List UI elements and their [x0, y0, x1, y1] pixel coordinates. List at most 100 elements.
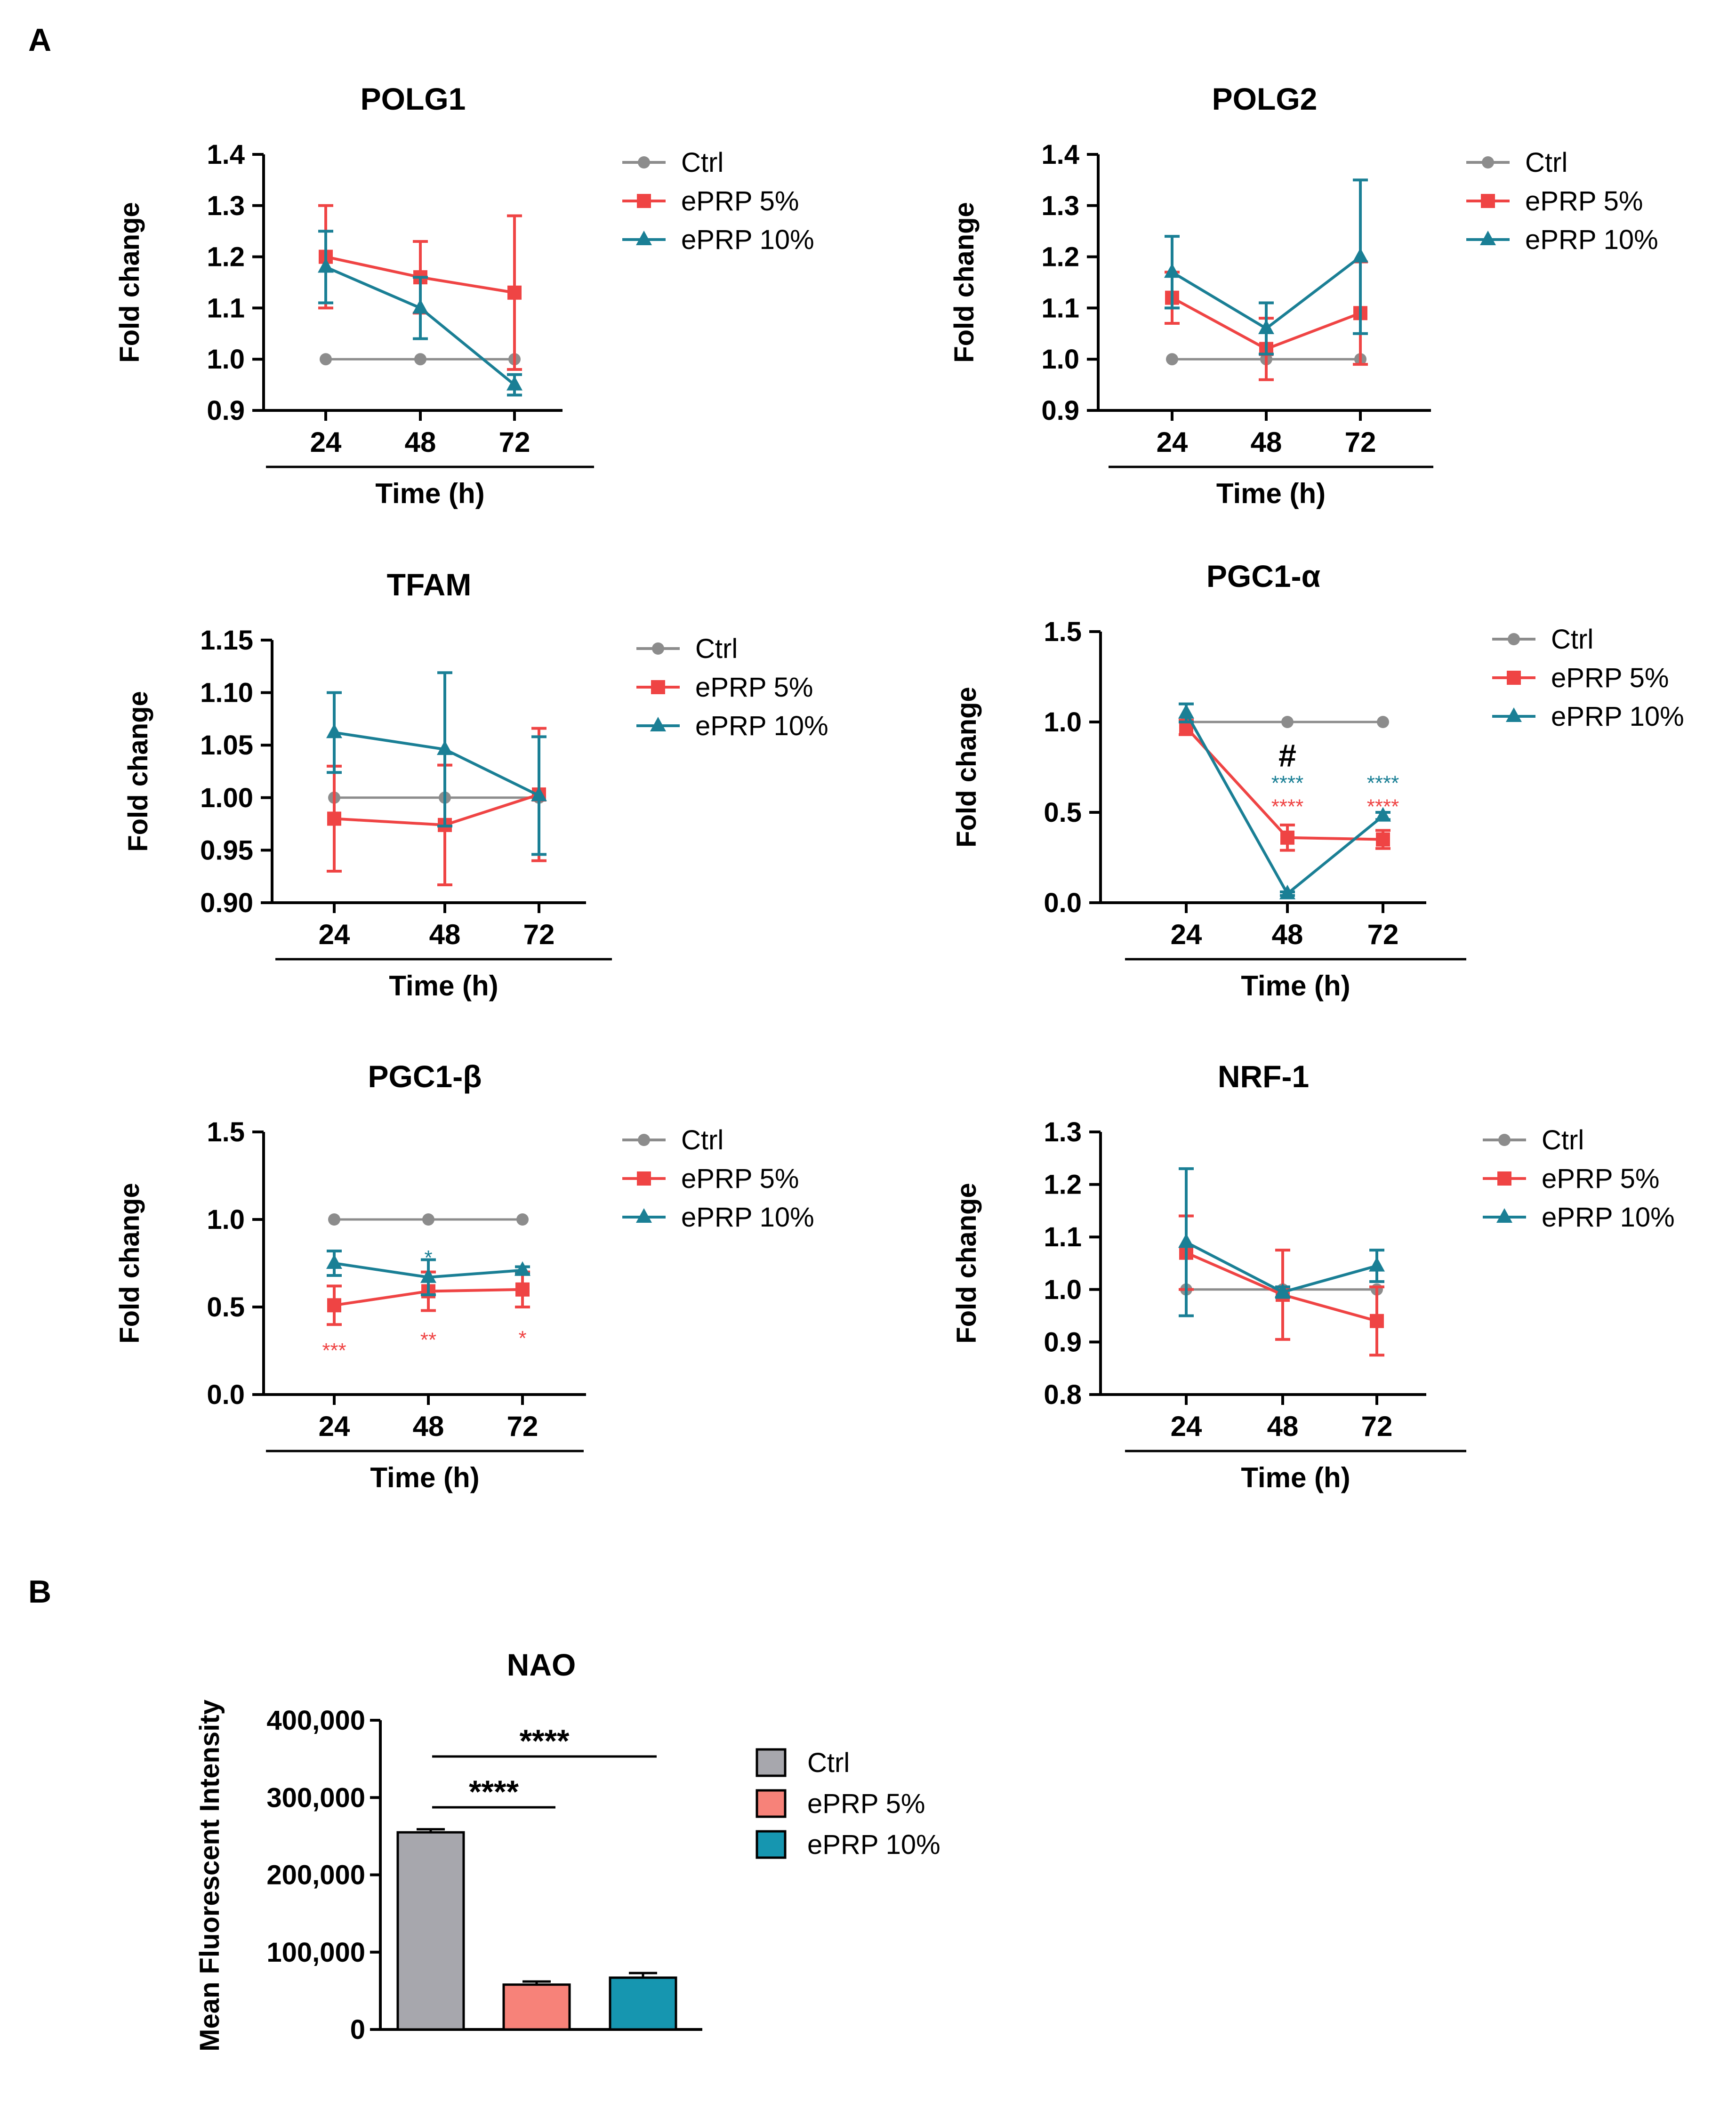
y-axis-title: Fold change [123, 691, 153, 852]
y-tick-label: 1.3 [1044, 1117, 1082, 1147]
y-tick-label: 1.1 [1041, 293, 1079, 323]
data-point [420, 1268, 436, 1283]
y-tick-label: 1.0 [207, 1204, 245, 1235]
series-eprp-10 [326, 671, 547, 856]
legend-item-eprp-10: ePRP 10% [636, 711, 828, 741]
significance-mark: **** [1367, 795, 1399, 818]
y-axis-title: Fold change [114, 1183, 145, 1344]
significance-mark: **** [1271, 772, 1304, 795]
legend-marker [650, 717, 666, 731]
data-point [1279, 884, 1295, 899]
data-point [1178, 704, 1194, 719]
data-point [328, 1213, 340, 1226]
data-point [1377, 716, 1389, 728]
y-axis-title: Mean Fluorescent Intensity [194, 1700, 225, 2052]
legend-marker [1507, 671, 1521, 685]
legend-label: ePRP 5% [681, 1163, 799, 1194]
legend-marker [1496, 1208, 1512, 1223]
chart-title: PGC1-α [1206, 559, 1320, 593]
legend-marker [1498, 1134, 1511, 1146]
legend-marker [637, 194, 651, 208]
y-tick-label: 1.1 [207, 293, 245, 323]
y-tick-label: 0.0 [1044, 888, 1082, 918]
data-point [515, 1282, 530, 1297]
data-point [422, 1213, 434, 1226]
panel-label-a: A [28, 22, 51, 58]
chart-title: PGC1-β [368, 1059, 482, 1094]
legend-marker [652, 642, 664, 655]
legend-item-eprp-10: ePRP 10% [1466, 225, 1658, 255]
chart-title: TFAM [387, 567, 472, 602]
significance-mark: ** [420, 1329, 436, 1352]
y-tick-label: 0.9 [1044, 1327, 1082, 1357]
significance-mark: * [518, 1327, 526, 1350]
legend-item-ctrl: Ctrl [1466, 147, 1567, 178]
series-line [334, 793, 539, 826]
data-point [320, 353, 332, 366]
y-tick-label: 0.0 [207, 1379, 245, 1410]
legend-label: ePRP 10% [807, 1829, 940, 1860]
data-point [1258, 319, 1274, 334]
y-tick-label: 1.15 [200, 625, 253, 656]
series-eprp-10 [1178, 1167, 1385, 1317]
data-point [1369, 1257, 1385, 1272]
legend-marker [1506, 707, 1522, 722]
y-tick-label: 100,000 [266, 1937, 365, 1968]
data-point [327, 811, 341, 826]
legend-marker [1481, 194, 1495, 208]
legend-item-eprp-5: ePRP 5% [636, 672, 813, 703]
data-point [1166, 353, 1178, 366]
chart-title: NAO [507, 1647, 576, 1682]
legend-label: ePRP 5% [1542, 1163, 1659, 1194]
y-tick-label: 0.5 [207, 1292, 245, 1323]
chart-nrf1: NRF-1 0.8 0.9 1.0 1.1 1.2 1.3 Fold change 24 48 72… [951, 1059, 1675, 1493]
x-axis-title: Time (h) [1241, 970, 1350, 1002]
y-tick-label: 0.9 [207, 395, 245, 426]
x-tick-label: 72 [1345, 426, 1376, 458]
y-tick-label: 0 [350, 2014, 365, 2045]
legend-item-ctrl: Ctrl [1492, 624, 1593, 655]
legend-label: ePRP 10% [1551, 701, 1684, 732]
legend-marker [638, 156, 650, 168]
legend-marker [1497, 1171, 1511, 1186]
legend-label: ePRP 10% [681, 1202, 814, 1233]
legend-label: ePRP 5% [681, 186, 799, 217]
legend-item-eprp-10: ePRP 10% [622, 225, 814, 255]
legend-marker [638, 1134, 650, 1146]
legend-item-eprp-5: ePRP 5% [755, 1788, 925, 1819]
series-eprp-5 [1179, 719, 1390, 852]
legend-marker [651, 680, 665, 694]
y-tick-label: 1.4 [1041, 139, 1079, 170]
x-tick-label: 72 [1367, 919, 1399, 950]
x-axis-title: Time (h) [1216, 478, 1326, 509]
y-tick-label: 1.5 [1044, 617, 1082, 647]
legend-label: Ctrl [1525, 147, 1567, 178]
chart-tfam: TFAM 0.90 0.95 1.00 1.05 1.10 1.15 Fold change 2… [123, 567, 828, 1002]
legend-swatch [755, 1748, 787, 1777]
legend-swatch [755, 1789, 787, 1818]
chart-title: POLG2 [1212, 81, 1318, 116]
x-tick-label: 48 [1272, 919, 1303, 950]
data-point [1164, 263, 1180, 278]
data-point [514, 1261, 530, 1276]
data-point [437, 740, 453, 755]
bar-eprp-5 [502, 1983, 571, 2031]
chart-polg2: POLG2 0.9 1.0 1.1 1.2 1.3 1.4 Fold change 24 48 72… [949, 81, 1658, 509]
y-tick-label: 1.05 [200, 730, 253, 761]
y-tick-label: 0.8 [1044, 1379, 1082, 1410]
legend-label: ePRP 5% [807, 1788, 925, 1819]
y-tick-label: 1.4 [207, 139, 245, 170]
y-tick-label: 1.5 [207, 1117, 245, 1147]
bar-eprp-10 [609, 1976, 677, 2031]
legend-label: ePRP 5% [1525, 186, 1643, 217]
y-tick-label: 0.90 [200, 888, 253, 918]
y-tick-label: 1.0 [1044, 707, 1082, 738]
data-point [326, 723, 342, 738]
series-eprp-5 [327, 727, 547, 887]
legend-label: Ctrl [681, 1125, 723, 1155]
legend-item-ctrl: Ctrl [622, 1125, 723, 1155]
y-tick-label: 400,000 [266, 1705, 365, 1736]
series-eprp-10 [326, 1249, 530, 1296]
legend-marker [1480, 231, 1496, 245]
